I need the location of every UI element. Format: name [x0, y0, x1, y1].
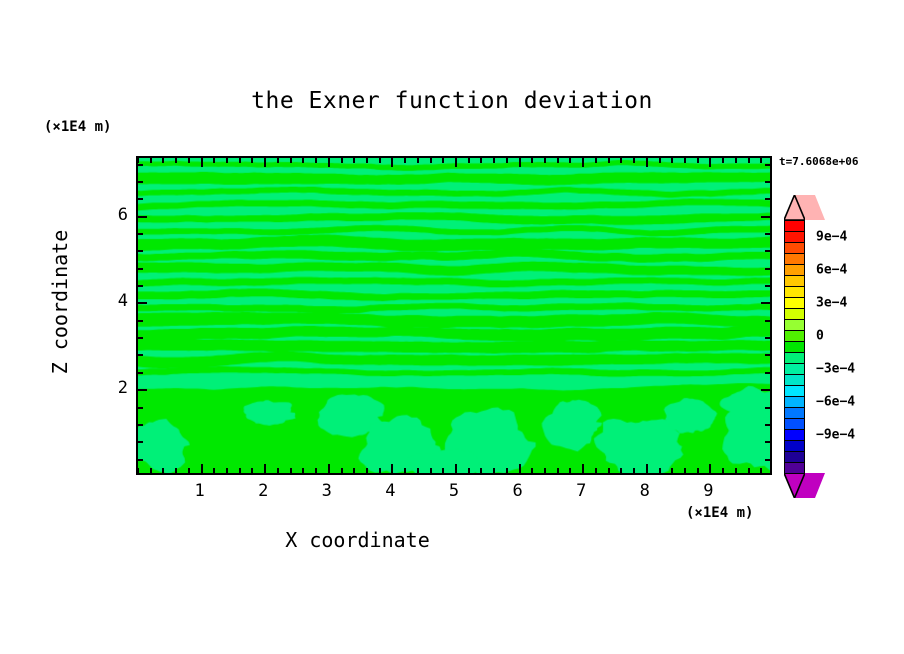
colorbar-over-arrow [784, 195, 825, 220]
y-tick-label: 2 [117, 378, 128, 399]
y-tick-label: 6 [117, 204, 128, 225]
colorbar-band [784, 462, 805, 474]
page-title: the Exner function deviation [251, 88, 653, 114]
colorbar-tick-label: 3e−4 [816, 295, 848, 310]
colorbar-under-arrow [784, 473, 825, 498]
y-axis-unit-label: (×1E4 m) [44, 119, 112, 135]
colorbar[interactable]: 9e−4 6e−4 3e−4 0 −3e−4 −6e−4 −9e−4 [784, 195, 855, 498]
colorbar-tick-label: 9e−4 [816, 229, 848, 244]
timestamp-label: t=7.6068e+06 [779, 155, 859, 168]
x-axis-title: X coordinate [285, 528, 430, 552]
x-tick-label: 7 [576, 481, 587, 501]
colorbar-tick-label: −6e−4 [816, 394, 856, 409]
colorbar-over-arrow-outline [784, 195, 805, 220]
x-axis-unit-label: (×1E4 m) [686, 505, 754, 521]
x-tick-label: 9 [703, 481, 714, 501]
x-tick-label: 1 [194, 481, 205, 501]
y-tick-label: 4 [117, 291, 128, 312]
colorbar-under-arrow-outline [784, 473, 805, 498]
contour-field [138, 158, 770, 473]
y-axis-title: Z coordinate [48, 229, 72, 375]
colorbar-tick-label: −9e−4 [816, 427, 856, 442]
contour-plot-area[interactable] [136, 156, 772, 475]
x-tick-label: 3 [321, 481, 332, 501]
colorbar-tick-label: 6e−4 [816, 262, 848, 277]
x-tick-label: 2 [258, 481, 269, 501]
colorbar-tick-label: −3e−4 [816, 361, 856, 376]
x-tick-label: 8 [639, 481, 650, 501]
x-tick-label: 4 [385, 481, 396, 501]
x-tick-label: 6 [512, 481, 523, 501]
colorbar-tick-label: 0 [816, 328, 824, 343]
x-tick-label: 5 [448, 481, 460, 501]
